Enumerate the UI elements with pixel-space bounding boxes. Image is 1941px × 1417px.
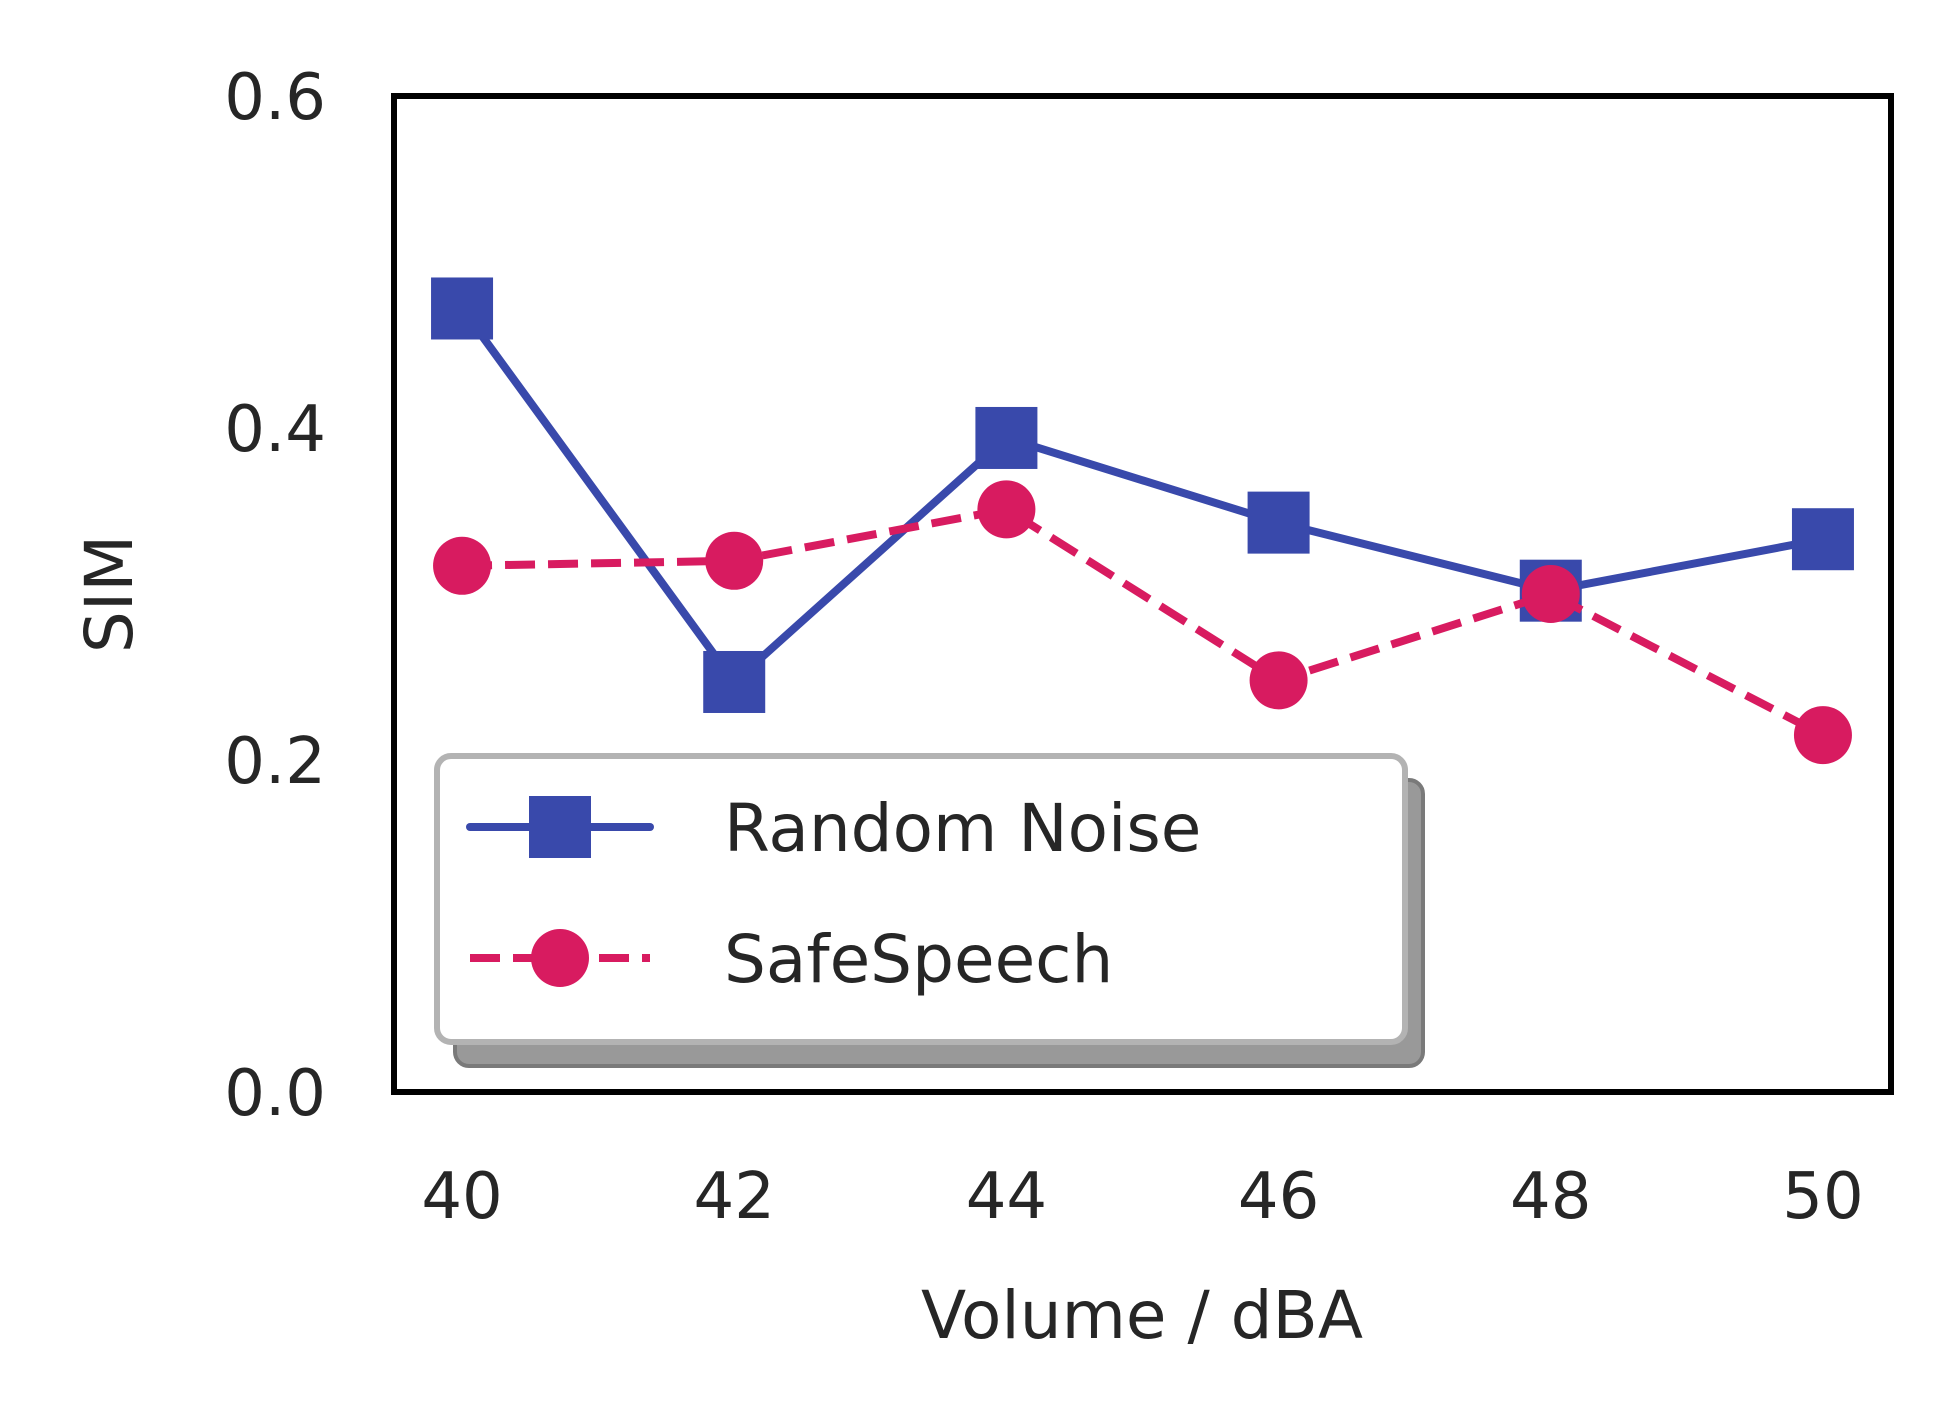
legend-label: Random Noise <box>724 790 1201 867</box>
x-tick-label: 40 <box>421 1160 502 1234</box>
legend-marker <box>529 796 591 858</box>
series-line <box>461 505 1825 739</box>
x-tick-label: 46 <box>1238 1160 1319 1234</box>
legend-marker <box>531 929 589 987</box>
data-point <box>1793 706 1852 765</box>
x-tick-label: 42 <box>694 1160 775 1234</box>
data-point <box>1249 651 1308 710</box>
y-tick-label: 0.0 <box>224 1057 326 1131</box>
x-tick-labels: 40 42 44 46 48 50 <box>421 1160 1863 1234</box>
legend-items: Random Noise SafeSpeech <box>466 790 1201 998</box>
legend-label: SafeSpeech <box>724 921 1113 998</box>
data-point <box>1791 508 1854 571</box>
legend-entry: SafeSpeech <box>470 921 1113 998</box>
series-safespeech <box>433 480 1852 765</box>
series-line <box>458 306 1824 686</box>
plot-frame <box>391 93 1894 1095</box>
data-point <box>1247 491 1310 554</box>
y-tick-label: 0.4 <box>224 393 326 467</box>
data-point <box>703 650 766 713</box>
data-point <box>433 536 492 595</box>
legend-box <box>434 753 1408 1045</box>
data-point <box>431 277 494 340</box>
data-point <box>1521 565 1580 623</box>
data-point <box>705 531 764 590</box>
data-point <box>977 480 1036 539</box>
legend-entry: Random Noise <box>466 790 1201 867</box>
data-point <box>975 406 1038 469</box>
x-axis-label: Volume / dBA <box>921 1277 1363 1354</box>
legend: Random Noise SafeSpeech <box>434 753 1425 1068</box>
y-tick-label: 0.6 <box>224 61 326 135</box>
y-tick-label: 0.2 <box>224 725 326 799</box>
series-layer <box>431 277 1854 765</box>
y-tick-labels: 0.0 0.2 0.4 0.6 <box>224 61 326 1131</box>
x-tick-label: 50 <box>1782 1160 1863 1234</box>
x-tick-label: 44 <box>966 1160 1047 1234</box>
x-tick-label: 48 <box>1510 1160 1591 1234</box>
y-axis-label: SIM <box>71 535 148 653</box>
